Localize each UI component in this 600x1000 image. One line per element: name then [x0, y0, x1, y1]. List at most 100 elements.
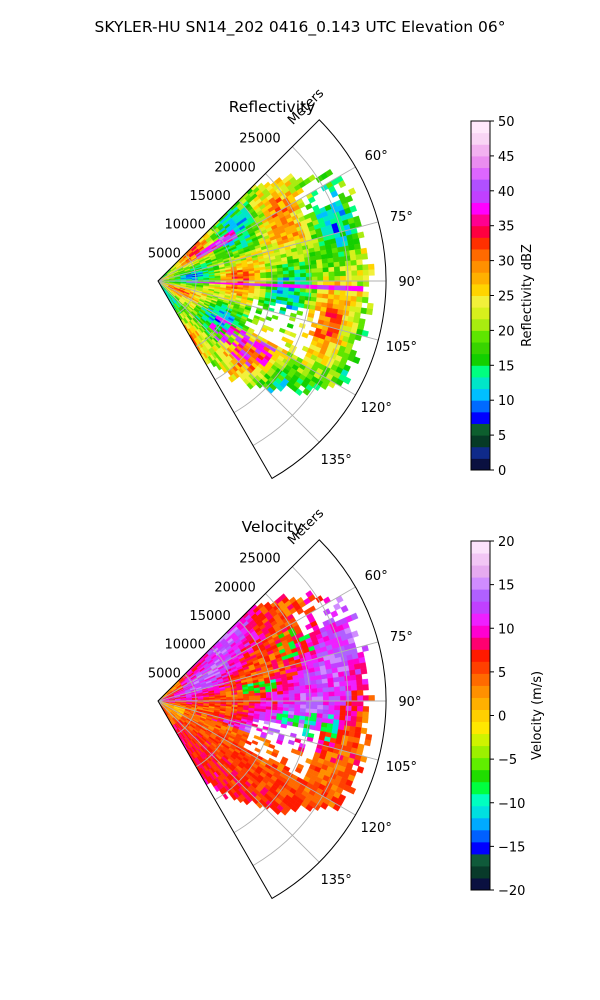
data-cell	[305, 700, 313, 706]
data-cell	[333, 714, 341, 721]
data-cell	[328, 271, 335, 277]
colorbar-swatch	[471, 155, 490, 169]
colorbar-swatch	[471, 179, 490, 192]
data-cell	[357, 700, 364, 707]
data-cell	[294, 693, 301, 698]
data-cell	[360, 307, 368, 315]
data-cell	[275, 299, 283, 305]
colorbar-swatch	[471, 307, 490, 320]
colorbar-swatch	[471, 817, 490, 831]
data-cell	[311, 688, 318, 694]
data-cell	[253, 734, 261, 741]
reflectivity-panel: Reflectivity 5000 10000 15000 20000 25000 60° 7…	[148, 86, 535, 480]
theta-tick-label: 120°	[361, 821, 392, 836]
data-cell	[334, 691, 341, 697]
data-cell	[362, 706, 370, 713]
data-cell	[357, 690, 364, 696]
colorbar-label: Velocity (m/s)	[530, 671, 545, 760]
colorbar-swatch	[471, 295, 490, 308]
data-cell	[362, 695, 370, 702]
data-cell	[328, 276, 335, 282]
data-cell	[339, 266, 347, 272]
data-cell	[305, 696, 313, 702]
data-cell	[305, 264, 312, 270]
data-cell	[328, 700, 335, 706]
data-cell	[317, 704, 324, 710]
data-cell	[300, 276, 307, 282]
data-cell	[355, 253, 363, 261]
data-cell	[299, 265, 306, 271]
data-cell	[339, 285, 347, 292]
colorbar-swatch	[471, 601, 490, 614]
data-cell	[349, 249, 357, 256]
colorbar-tick-label: 25	[498, 290, 515, 305]
data-cell	[297, 303, 305, 309]
colorbar-swatch	[471, 132, 490, 145]
data-cell	[333, 681, 341, 688]
data-cell	[349, 205, 358, 213]
colorbar-tick-label: 5	[498, 429, 506, 444]
data-cell	[300, 693, 307, 698]
r-tick-label: 20000	[214, 580, 255, 595]
data-cell	[356, 264, 364, 271]
data-cell	[334, 705, 341, 711]
data-cell	[310, 259, 317, 266]
data-cell	[283, 700, 290, 705]
data-cell	[281, 300, 288, 306]
colorbar-tick-label: 40	[498, 185, 515, 200]
data-cell	[322, 289, 329, 295]
data-cell	[300, 284, 307, 289]
data-cell	[339, 705, 347, 712]
data-cell	[345, 710, 352, 717]
data-cell	[349, 674, 357, 681]
theta-tick-label: 90°	[398, 695, 421, 710]
data-cell	[271, 703, 278, 708]
data-cell	[338, 676, 346, 683]
data-cell	[305, 284, 313, 290]
data-cell	[296, 310, 304, 316]
data-cell	[351, 690, 358, 697]
data-cell	[311, 700, 318, 706]
colorbar-swatch	[471, 613, 490, 626]
data-cell	[354, 668, 362, 676]
data-cell	[251, 320, 259, 326]
data-cell	[265, 271, 273, 276]
data-cell	[271, 283, 278, 288]
data-cell	[322, 713, 329, 720]
data-cell	[317, 700, 324, 706]
colorbar-swatch	[471, 637, 490, 650]
data-cell	[339, 290, 347, 296]
colorbar-label: Reflectivity dBZ	[520, 244, 535, 347]
colorbar-swatch	[471, 458, 490, 471]
colorbar-swatch	[471, 841, 490, 855]
data-cell	[362, 264, 369, 271]
data-cell	[245, 740, 252, 746]
r-tick-label: 5000	[148, 666, 181, 681]
data-cell	[260, 692, 267, 696]
data-cell	[349, 721, 357, 728]
data-cell	[328, 705, 335, 711]
data-cell	[332, 676, 340, 683]
data-cell	[314, 725, 322, 732]
colorbar-tick-label: 0	[498, 464, 506, 479]
colorbar-swatch	[471, 721, 490, 735]
data-cell	[328, 285, 335, 291]
data-cell	[300, 700, 307, 706]
data-cell	[311, 276, 318, 282]
colorbar-swatch	[471, 423, 490, 436]
data-cell	[282, 267, 289, 272]
data-cell	[362, 684, 369, 691]
data-cell	[348, 187, 357, 196]
data-cell	[327, 257, 334, 264]
colorbar-swatch	[471, 202, 490, 215]
data-cell	[265, 283, 273, 288]
data-cell	[271, 280, 278, 285]
colorbar-swatch	[471, 589, 490, 602]
data-cell	[294, 707, 301, 713]
data-cell	[345, 285, 352, 292]
data-cell	[366, 302, 374, 310]
colorbar-swatch	[471, 411, 490, 424]
data-cell	[345, 290, 352, 297]
colorbar-swatch	[471, 745, 490, 759]
data-cell	[271, 274, 278, 279]
